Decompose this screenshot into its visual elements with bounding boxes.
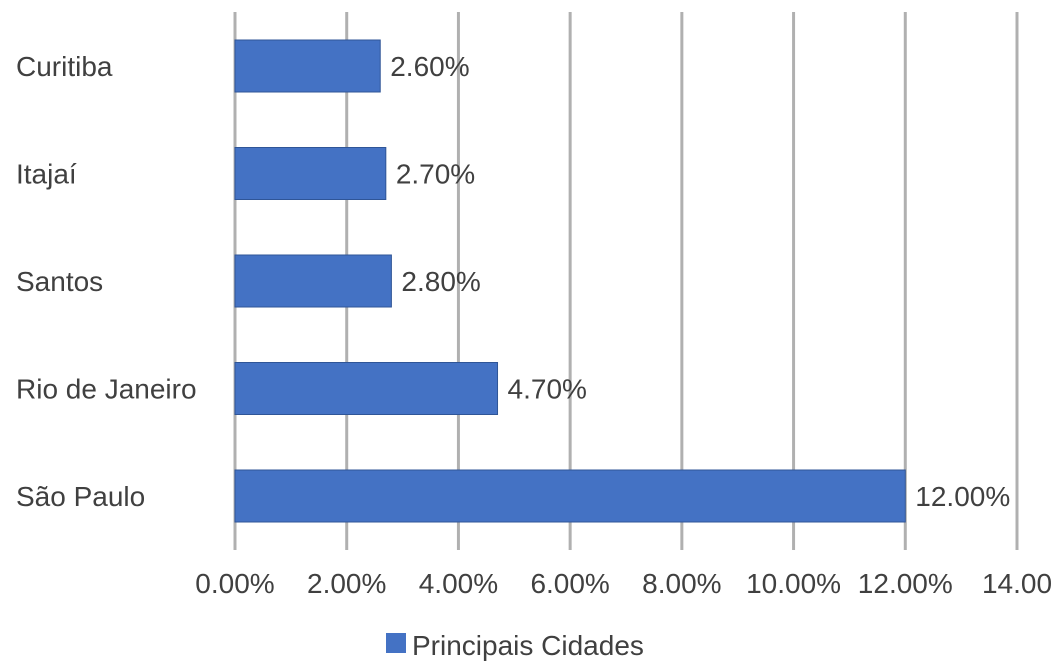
category-label: Santos: [16, 266, 103, 297]
category-label: São Paulo: [16, 481, 145, 512]
legend: Principais Cidades: [386, 630, 644, 661]
x-tick-label: 8.00%: [642, 568, 721, 599]
data-label: 2.70%: [396, 159, 475, 190]
bar: [234, 362, 499, 415]
bars: [234, 39, 906, 523]
category-label: Rio de Janeiro: [16, 374, 197, 405]
category-label: Curitiba: [16, 51, 113, 82]
data-label: 12.00%: [915, 481, 1010, 512]
category-label: Itajaí: [16, 159, 77, 190]
x-tick-label: 10.00%: [746, 568, 841, 599]
legend-swatch: [386, 633, 406, 653]
legend-label: Principais Cidades: [412, 630, 644, 661]
data-labels: 2.60% 2.70% 2.80% 4.70% 12.00%: [390, 51, 1010, 512]
x-tick-label: 2.00%: [307, 568, 386, 599]
data-label: 2.60%: [390, 51, 469, 82]
bar: [234, 147, 387, 200]
category-labels: Curitiba Itajaí Santos Rio de Janeiro São Pa…: [16, 51, 197, 512]
x-tick-label: 14.00: [982, 568, 1051, 599]
data-label: 4.70%: [508, 374, 587, 405]
x-axis-tick-labels: 0.00% 2.00% 4.00% 6.00% 8.00% 10.00% 12.00% 14.…: [195, 568, 1051, 599]
x-tick-label: 4.00%: [419, 568, 498, 599]
x-tick-label: 12.00%: [858, 568, 953, 599]
x-tick-label: 0.00%: [195, 568, 274, 599]
data-label: 2.80%: [401, 266, 480, 297]
x-tick-label: 6.00%: [530, 568, 609, 599]
gridlines: [233, 12, 1019, 550]
bar: [234, 254, 392, 308]
bar: [234, 469, 906, 523]
bar: [234, 39, 381, 93]
